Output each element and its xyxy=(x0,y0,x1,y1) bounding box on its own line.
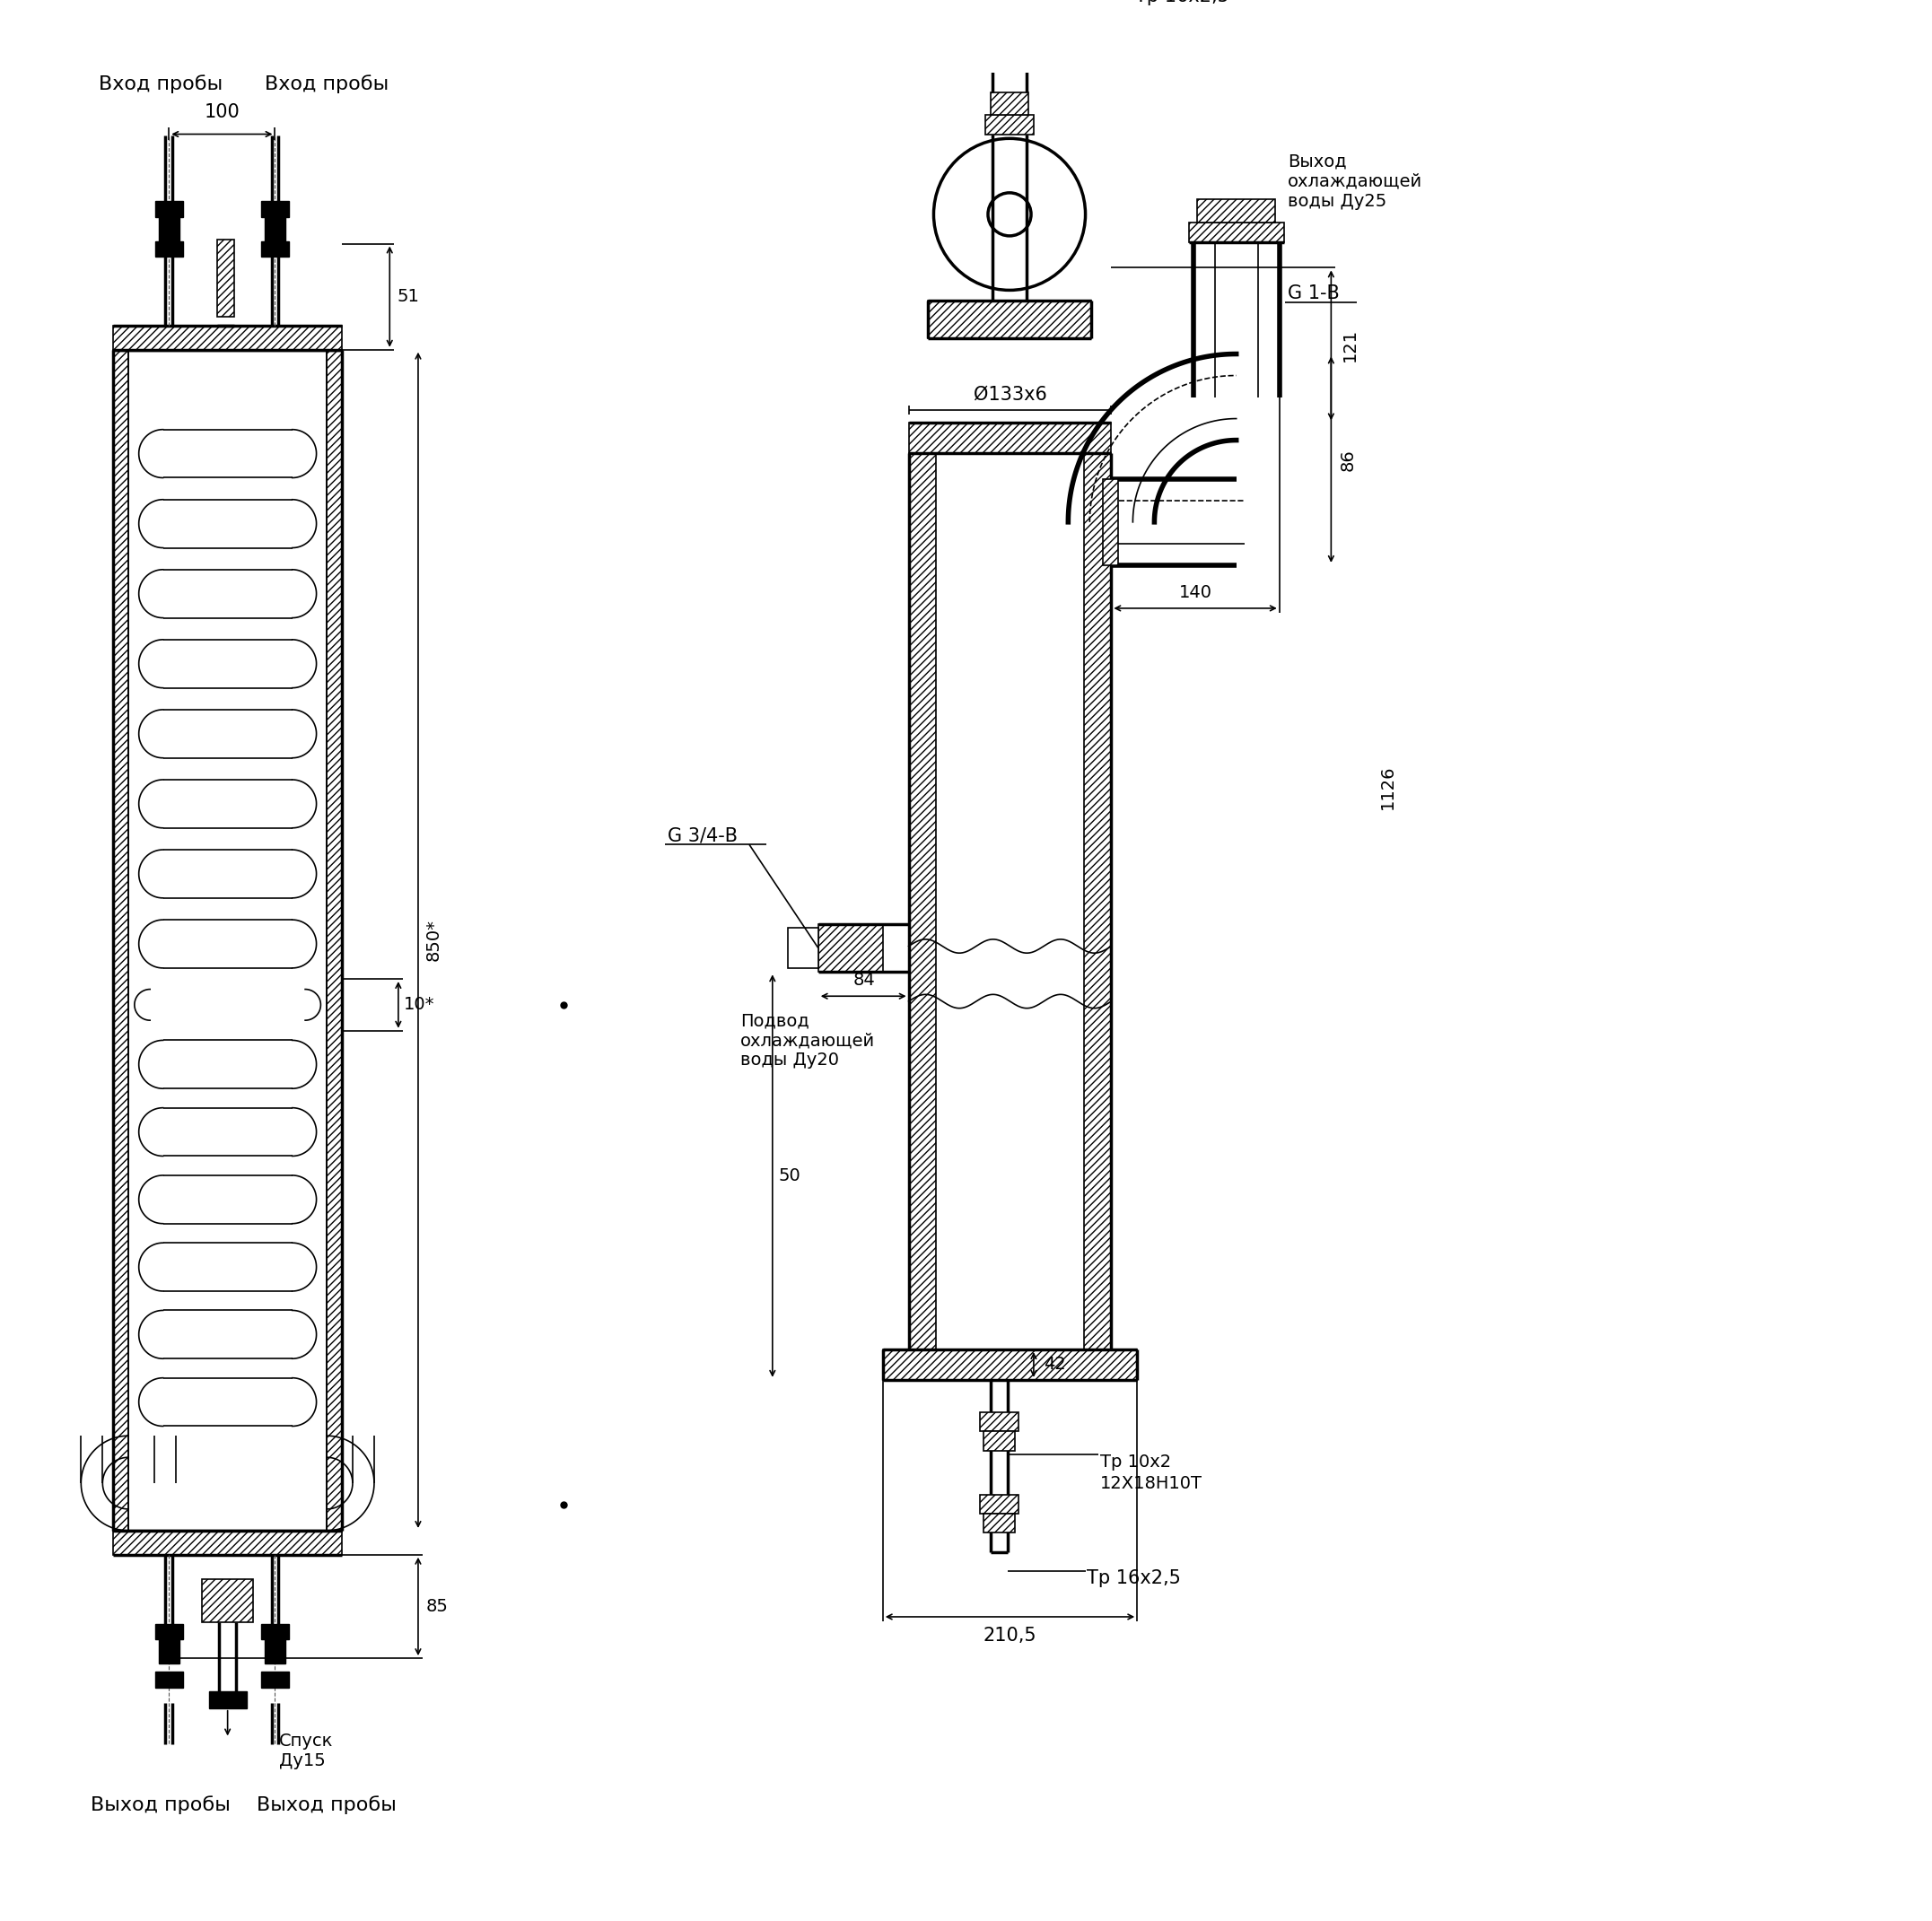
Bar xyxy=(327,350,342,1531)
Bar xyxy=(201,1579,253,1621)
Bar xyxy=(112,325,342,350)
Text: 42: 42 xyxy=(1043,1356,1066,1374)
Text: 50: 50 xyxy=(779,1168,800,1185)
Text: Выход пробы: Выход пробы xyxy=(257,1796,396,1813)
Text: Ø133х6: Ø133х6 xyxy=(974,386,1047,403)
Text: 85: 85 xyxy=(425,1598,448,1616)
Bar xyxy=(983,1514,1014,1533)
Bar xyxy=(1188,223,1283,242)
Text: 210,5: 210,5 xyxy=(983,1627,1036,1644)
Text: 121: 121 xyxy=(1341,328,1358,361)
Text: 10*: 10* xyxy=(404,997,435,1012)
Bar xyxy=(1084,453,1111,1350)
Text: G 1-В: G 1-В xyxy=(1289,284,1339,304)
Text: G 3/4-В: G 3/4-В xyxy=(667,826,738,845)
Text: Вход пробы: Вход пробы xyxy=(99,75,222,94)
Text: 140: 140 xyxy=(1179,584,1211,601)
Bar xyxy=(265,1639,286,1664)
Bar xyxy=(985,115,1034,134)
Text: 100: 100 xyxy=(205,102,240,121)
Text: Подвод
охлаждающей
воды Ду20: Подвод охлаждающей воды Ду20 xyxy=(740,1012,875,1070)
Bar xyxy=(991,92,1028,115)
Text: Тр 16х2,5: Тр 16х2,5 xyxy=(1134,0,1229,6)
Bar xyxy=(158,217,180,240)
Text: Тр 16х2,5: Тр 16х2,5 xyxy=(1088,1569,1180,1587)
Bar xyxy=(927,300,1092,338)
Bar xyxy=(158,1639,180,1664)
Bar xyxy=(265,217,286,240)
Text: 1126: 1126 xyxy=(1379,765,1397,809)
Bar xyxy=(980,1495,1018,1514)
Bar xyxy=(883,1350,1138,1379)
Text: 51: 51 xyxy=(398,288,419,305)
Bar xyxy=(209,1690,247,1708)
Bar xyxy=(261,202,288,217)
Text: 850*: 850* xyxy=(425,918,442,960)
Bar xyxy=(216,240,234,317)
Bar xyxy=(112,350,128,1531)
Bar xyxy=(261,1671,288,1687)
Bar xyxy=(980,1412,1018,1431)
Bar xyxy=(1198,198,1275,223)
Bar xyxy=(155,202,184,217)
Text: 84: 84 xyxy=(852,972,875,989)
Bar xyxy=(155,1671,184,1687)
Bar xyxy=(788,928,817,968)
Text: Выход
охлаждающей
воды Ду25: Выход охлаждающей воды Ду25 xyxy=(1289,154,1422,209)
Text: Тр 10х2: Тр 10х2 xyxy=(1099,1452,1171,1470)
Text: 86: 86 xyxy=(1339,448,1356,471)
Bar xyxy=(983,1431,1014,1450)
Text: Спуск
Ду15: Спуск Ду15 xyxy=(280,1733,334,1769)
Bar xyxy=(155,240,184,257)
Bar xyxy=(817,924,883,972)
Bar xyxy=(908,423,1111,453)
Bar xyxy=(1103,478,1119,565)
Bar xyxy=(908,453,937,1350)
Bar xyxy=(155,1623,184,1639)
Bar xyxy=(112,1531,342,1554)
Bar xyxy=(261,240,288,257)
Text: Вход пробы: Вход пробы xyxy=(265,75,388,94)
Bar xyxy=(261,1623,288,1639)
Text: Выход пробы: Выход пробы xyxy=(91,1796,230,1813)
Text: 12Х18Н10Т: 12Х18Н10Т xyxy=(1099,1475,1202,1493)
